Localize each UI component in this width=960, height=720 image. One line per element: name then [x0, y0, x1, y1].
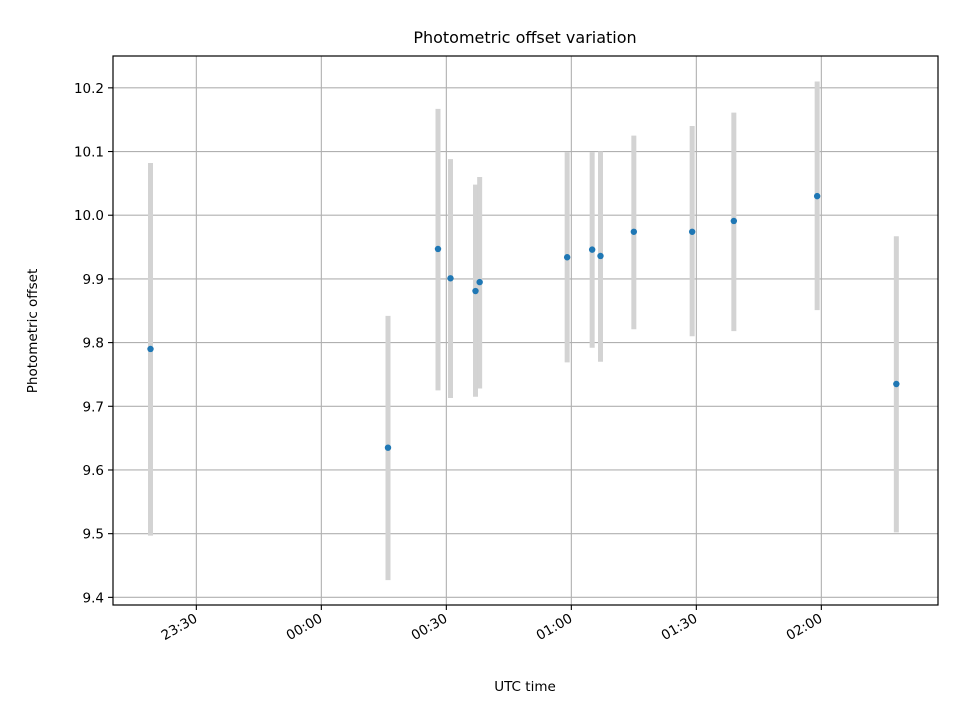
data-points: [147, 192, 900, 451]
chart-title: Photometric offset variation: [413, 28, 636, 47]
y-tick-label: 10.0: [74, 208, 104, 224]
data-point: [630, 228, 638, 235]
y-tick-label: 9.6: [83, 463, 104, 479]
x-axis-label: UTC time: [494, 679, 556, 695]
data-point: [434, 245, 442, 253]
data-point: [147, 345, 154, 353]
y-tick-label: 9.9: [83, 272, 104, 288]
data-point: [597, 252, 604, 260]
data-point: [384, 444, 392, 451]
data-point: [893, 380, 900, 388]
plot-area: [113, 56, 938, 605]
y-tick-label: 10.1: [74, 145, 104, 161]
y-axis: 9.4 9.5 9.6 9.7 9.8 9.9 10.0 10.1 10.2: [74, 81, 113, 606]
y-tick-label: 9.8: [83, 336, 104, 352]
y-axis-label: Photometric offset: [25, 269, 41, 393]
data-point: [730, 217, 738, 225]
y-tick-label: 9.4: [83, 590, 104, 606]
data-point: [472, 287, 479, 295]
y-tick-label: 10.2: [74, 81, 104, 97]
y-tick-label: 9.5: [83, 527, 104, 543]
grid: [113, 56, 938, 605]
data-point: [813, 192, 821, 200]
data-point: [476, 278, 483, 286]
data-point: [447, 275, 454, 282]
y-tick-label: 9.7: [83, 399, 104, 415]
data-point: [563, 254, 571, 261]
data-point: [688, 228, 696, 235]
data-point: [588, 246, 596, 253]
plot-frame: [112, 55, 939, 606]
